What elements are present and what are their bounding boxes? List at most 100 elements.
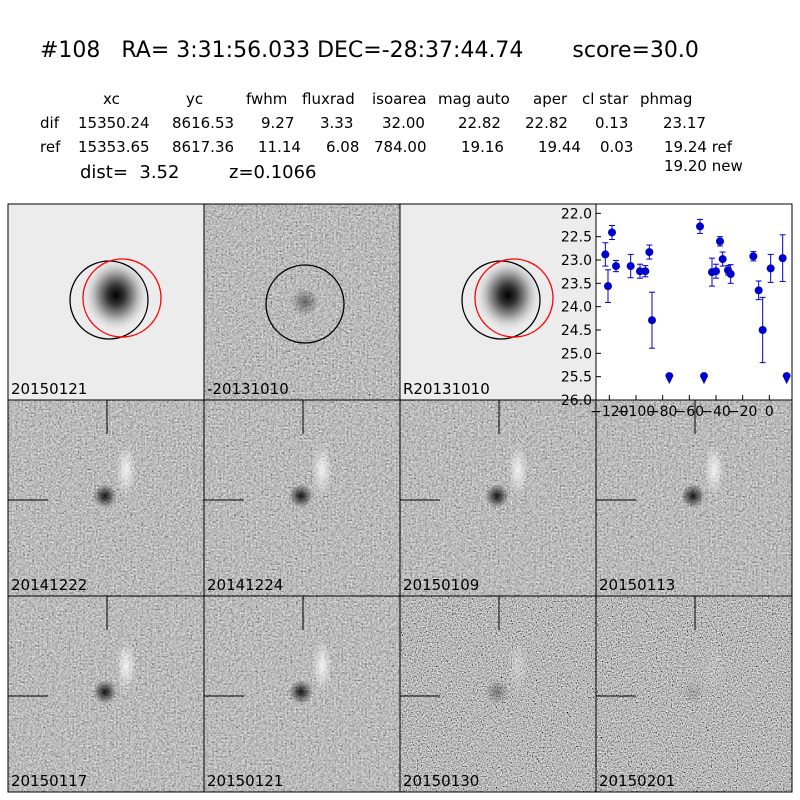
column-header: fluxrad xyxy=(302,90,355,108)
residual-light xyxy=(508,640,528,692)
redshift: z=0.1066 xyxy=(229,162,317,183)
panel-label: R20131010 xyxy=(403,380,490,398)
point xyxy=(712,267,720,276)
panel-label: 20150113 xyxy=(599,576,675,594)
y-tick-label: 22.5 xyxy=(561,230,592,246)
table-cell: 32.00 xyxy=(382,114,425,132)
column-header: cl star xyxy=(582,90,629,108)
table-cell: 11.14 xyxy=(258,138,301,156)
table-cell: 8617.36 xyxy=(172,138,234,156)
point xyxy=(696,222,704,231)
point xyxy=(718,255,727,264)
galaxy xyxy=(82,257,150,333)
panel-label: 20141222 xyxy=(11,576,87,594)
residual-dark xyxy=(681,680,705,704)
table-cell: 22.82 xyxy=(458,114,501,132)
y-tick-label: 25.5 xyxy=(561,370,592,386)
table-cell: ref xyxy=(40,138,61,156)
y-tick-label: 24.5 xyxy=(561,323,592,339)
panel-label: 20150121 xyxy=(11,380,87,398)
image-panel: 20141222 xyxy=(7,399,205,597)
table-cell: 6.08 xyxy=(326,138,359,156)
image-panel: 20150121 xyxy=(7,203,205,401)
limit-marker xyxy=(700,372,708,385)
title: #108 RA= 3:31:56.033 DEC=-28:37:44.74 sc… xyxy=(40,38,699,63)
image-panel: 20141224 xyxy=(203,399,401,597)
point xyxy=(726,270,735,278)
image-panel: 20150117 xyxy=(7,595,205,793)
point xyxy=(612,262,620,271)
residual-dark xyxy=(93,680,117,704)
point xyxy=(648,316,656,325)
panel-label: 20150130 xyxy=(403,772,479,790)
panel-label: 20150201 xyxy=(599,772,675,790)
point xyxy=(626,262,635,271)
dist: dist= 3.52 xyxy=(80,162,179,183)
table-cell: 8616.53 xyxy=(172,114,234,132)
residual-dark xyxy=(93,484,117,508)
galaxy xyxy=(474,257,542,333)
image-panel: -20131010 xyxy=(203,203,401,401)
y-tick-label: 25.0 xyxy=(561,346,592,362)
plot-area xyxy=(595,203,793,401)
aperture xyxy=(265,264,345,344)
table-cell: 15350.24 xyxy=(78,114,150,132)
table-cell: 3.33 xyxy=(320,114,353,132)
table-cell: 0.13 xyxy=(595,114,628,132)
table-cell: dif xyxy=(40,114,60,132)
residual-light xyxy=(312,640,332,692)
table-cell: 19.16 xyxy=(461,138,504,156)
y-tick-label: 24.0 xyxy=(561,300,592,316)
residual-dark xyxy=(485,680,509,704)
residual-light xyxy=(116,640,136,692)
point xyxy=(604,282,612,291)
x-tick-label: −120 xyxy=(590,404,628,420)
point xyxy=(749,252,758,261)
residual-dark xyxy=(681,484,705,508)
point xyxy=(641,267,650,276)
point xyxy=(758,326,767,334)
panel-label: 20150109 xyxy=(403,576,479,594)
image-panel: 20150109 xyxy=(399,399,597,597)
y-tick-label: 22.0 xyxy=(561,206,592,222)
limit-marker xyxy=(782,372,791,385)
x-tick-label: −60 xyxy=(675,404,705,420)
point xyxy=(645,248,654,257)
point xyxy=(778,254,787,263)
residual-light xyxy=(116,444,136,496)
table-cell: 0.03 xyxy=(600,138,633,156)
point xyxy=(608,228,616,237)
panel-frame xyxy=(595,595,793,793)
residual-dark xyxy=(485,484,509,508)
image-panel: R20131010 xyxy=(399,203,597,401)
limit-marker xyxy=(665,372,674,385)
table-cell: 15353.65 xyxy=(78,138,150,156)
y-tick-label: 26.0 xyxy=(561,393,592,409)
table-cell: 23.17 xyxy=(663,114,706,132)
column-header: yc xyxy=(186,90,203,108)
x-tick-label: 0 xyxy=(765,404,774,420)
image-panel: 20150201 xyxy=(595,595,793,793)
residual-dark xyxy=(289,484,313,508)
column-header: aper xyxy=(533,90,568,108)
column-header: fwhm xyxy=(246,90,287,108)
point xyxy=(716,237,724,246)
aperture xyxy=(474,258,554,338)
light-curve: 22.0 22.5 23.0 23.5 24.0 24.5 25.0 25.5 26.0−120… xyxy=(561,203,793,420)
column-header: mag auto xyxy=(438,90,510,108)
table-cell: 784.00 xyxy=(374,138,427,156)
panels: 20150121 -20131010 R20131010 20141222 201412… xyxy=(7,203,793,793)
residual-light xyxy=(704,640,724,692)
residual xyxy=(291,288,319,316)
x-tick-label: −80 xyxy=(648,404,678,420)
image-panel: 20150130 xyxy=(399,595,597,793)
column-header: xc xyxy=(103,90,120,108)
aperture xyxy=(82,258,162,338)
residual-light xyxy=(508,444,528,496)
residual-light xyxy=(704,444,724,496)
column-header: phmag xyxy=(640,90,692,108)
point xyxy=(754,286,763,295)
x-tick-label: −100 xyxy=(617,404,655,420)
point xyxy=(601,250,610,259)
